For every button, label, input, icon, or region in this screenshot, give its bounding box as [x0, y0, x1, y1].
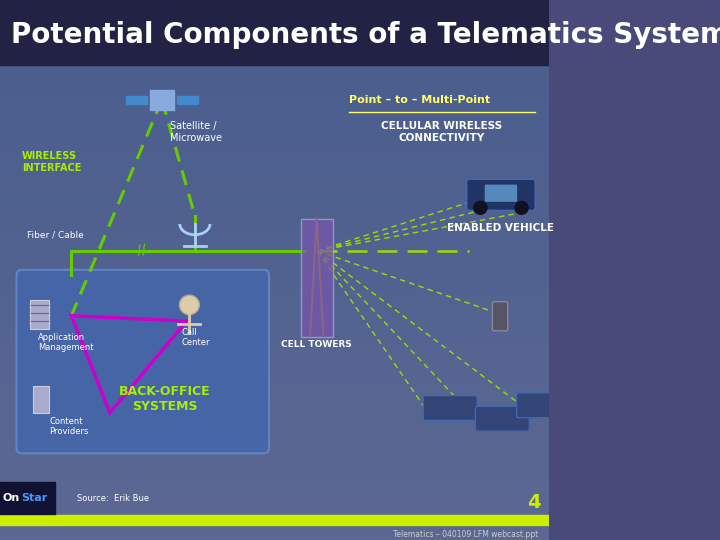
Text: 4: 4 — [527, 494, 541, 512]
Text: Satellite /
Microwave: Satellite / Microwave — [170, 122, 222, 143]
Bar — [0, 482, 55, 514]
Bar — [0, 515, 549, 524]
FancyBboxPatch shape — [423, 396, 477, 421]
Text: Point – to – Multi-Point: Point – to – Multi-Point — [348, 95, 490, 105]
Bar — [301, 219, 333, 338]
Text: Telematics – 040109 LFM webcast.ppt: Telematics – 040109 LFM webcast.ppt — [392, 530, 538, 539]
Text: Application
Management: Application Management — [38, 333, 94, 353]
Text: Fiber / Cable: Fiber / Cable — [27, 230, 84, 239]
Circle shape — [515, 201, 528, 214]
Text: //: // — [136, 241, 148, 257]
Text: CELL TOWERS: CELL TOWERS — [282, 340, 352, 349]
Text: Call
Center: Call Center — [181, 328, 210, 347]
FancyBboxPatch shape — [475, 407, 529, 431]
Text: WIRELESS
INTERFACE: WIRELESS INTERFACE — [22, 151, 81, 173]
FancyBboxPatch shape — [492, 302, 508, 331]
Text: On: On — [3, 493, 20, 503]
Text: Source:  Erik Bue: Source: Erik Bue — [77, 494, 149, 503]
FancyBboxPatch shape — [516, 393, 562, 418]
FancyBboxPatch shape — [485, 185, 517, 202]
Text: Potential Components of a Telematics System: Potential Components of a Telematics Sys… — [11, 21, 720, 49]
FancyBboxPatch shape — [17, 270, 269, 453]
FancyBboxPatch shape — [467, 179, 535, 211]
Bar — [0, 0, 549, 65]
Circle shape — [179, 295, 199, 315]
Text: ENABLED VEHICLE: ENABLED VEHICLE — [447, 222, 554, 233]
Bar — [126, 96, 147, 104]
Text: BACK-OFFICE
SYSTEMS: BACK-OFFICE SYSTEMS — [119, 386, 210, 413]
Text: CELLULAR WIRELESS
CONNECTIVITY: CELLULAR WIRELESS CONNECTIVITY — [382, 122, 503, 143]
Bar — [33, 386, 50, 413]
Text: Content
Providers: Content Providers — [50, 417, 89, 436]
Bar — [30, 300, 50, 329]
Circle shape — [474, 201, 487, 214]
Text: Star: Star — [21, 493, 47, 503]
Bar — [177, 96, 197, 104]
Bar — [150, 90, 174, 110]
